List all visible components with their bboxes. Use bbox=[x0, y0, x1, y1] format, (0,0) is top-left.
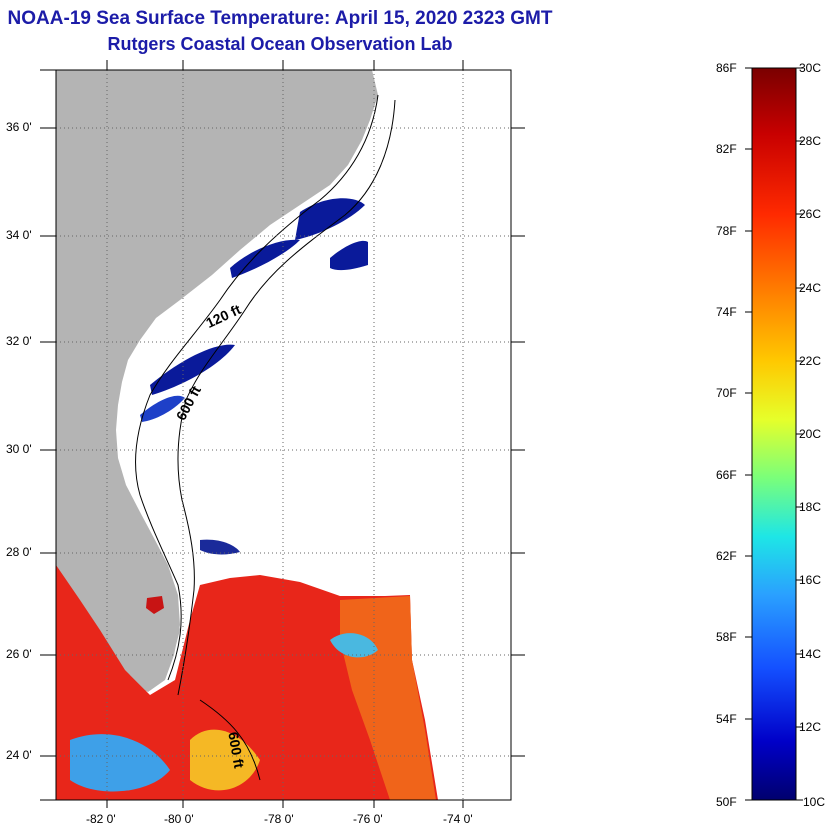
grid bbox=[56, 70, 511, 800]
cold-water-band-1 bbox=[295, 198, 365, 240]
cb-c-30: 30C bbox=[799, 61, 822, 75]
map-subtitle: Rutgers Coastal Ocean Observation Lab bbox=[107, 34, 453, 54]
colorbar bbox=[751, 67, 797, 801]
cb-c-20: 20C bbox=[799, 427, 822, 441]
lat-label-32: 32 0' bbox=[6, 334, 32, 348]
lat-label-30: 30 0' bbox=[6, 442, 32, 456]
cb-f-86: 86F bbox=[716, 61, 737, 75]
colorbar-ticks-f bbox=[745, 67, 752, 801]
cb-f-70: 70F bbox=[716, 386, 737, 400]
lon-label-78: -78 0' bbox=[264, 812, 294, 826]
lat-label-26: 26 0' bbox=[6, 647, 32, 661]
cool-patch bbox=[70, 734, 170, 792]
cold-water-band-2 bbox=[230, 239, 300, 278]
cb-c-28: 28C bbox=[799, 134, 822, 148]
cool-patch-2 bbox=[330, 633, 378, 658]
cb-c-24: 24C bbox=[799, 281, 822, 295]
colorbar-ticks-c bbox=[796, 67, 803, 801]
cb-f-74: 74F bbox=[716, 305, 737, 319]
cb-c-16: 16C bbox=[799, 573, 822, 587]
lon-label-74: -74 0' bbox=[443, 812, 473, 826]
cb-c-18: 18C bbox=[799, 500, 822, 514]
contour-600ft bbox=[177, 99, 396, 696]
cb-f-50: 50F bbox=[716, 795, 737, 809]
yellow-patch bbox=[190, 729, 260, 791]
map-title: NOAA-19 Sea Surface Temperature: April 1… bbox=[7, 8, 553, 29]
cb-c-14: 14C bbox=[799, 647, 822, 661]
florida-tip bbox=[118, 590, 180, 690]
land-mass bbox=[56, 70, 378, 692]
cb-f-66: 66F bbox=[716, 468, 737, 482]
lon-label-76: -76 0' bbox=[353, 812, 383, 826]
cold-water-band-6 bbox=[200, 539, 240, 555]
contour-deep bbox=[199, 699, 261, 781]
map-ticks bbox=[40, 60, 525, 808]
lon-label-82: -82 0' bbox=[86, 812, 116, 826]
cb-f-58: 58F bbox=[716, 630, 737, 644]
cold-water-band-4 bbox=[150, 344, 235, 395]
cb-c-26: 26C bbox=[799, 207, 822, 221]
cb-f-82: 82F bbox=[716, 142, 737, 156]
cb-f-62: 62F bbox=[716, 549, 737, 563]
cold-water-band-5 bbox=[140, 395, 185, 422]
lat-label-36: 36 0' bbox=[6, 120, 32, 134]
cb-f-78: 78F bbox=[716, 224, 737, 238]
lat-label-24: 24 0' bbox=[6, 748, 32, 762]
cb-c-22: 22C bbox=[799, 354, 822, 368]
cold-water-band-3 bbox=[330, 240, 368, 271]
cb-c-10: 10C bbox=[803, 795, 826, 809]
lon-label-80: -80 0' bbox=[164, 812, 194, 826]
contour-120ft bbox=[135, 94, 379, 681]
cb-f-54: 54F bbox=[716, 712, 737, 726]
lake-okeechobee bbox=[146, 596, 164, 614]
lat-label-28: 28 0' bbox=[6, 545, 32, 559]
cb-c-12: 12C bbox=[799, 720, 822, 734]
lat-label-34: 34 0' bbox=[6, 228, 32, 242]
